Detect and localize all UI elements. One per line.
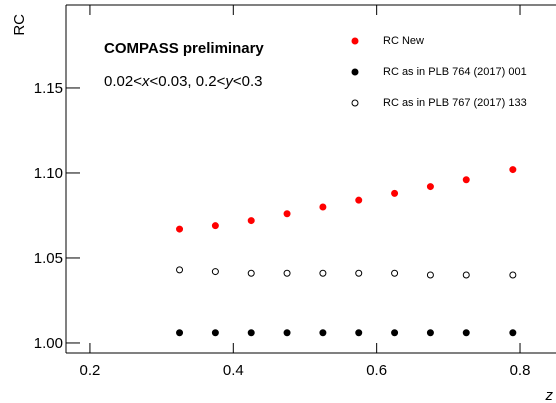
subtitle-part: <0.03, 0.2< xyxy=(149,73,225,90)
point xyxy=(509,166,517,174)
point xyxy=(247,269,255,277)
point xyxy=(283,210,291,218)
x-tick-label: 0.2 xyxy=(80,362,101,379)
x-tick-label: 0.8 xyxy=(510,362,531,379)
point xyxy=(319,203,327,211)
point xyxy=(462,176,470,184)
point xyxy=(509,271,517,279)
point xyxy=(176,225,184,233)
subtitle: 0.02<x<0.03, 0.2<y<0.3 xyxy=(104,73,263,90)
legend-label: RC New xyxy=(383,35,424,47)
x-tick-label: 0.6 xyxy=(366,362,387,379)
point xyxy=(462,329,470,337)
point xyxy=(355,269,363,277)
subtitle-part: x xyxy=(141,73,150,90)
x-axis-label: z xyxy=(545,387,554,403)
point xyxy=(283,269,291,277)
y-tick-label: 1.10 xyxy=(34,165,63,182)
point xyxy=(391,269,399,277)
point xyxy=(509,329,517,337)
point xyxy=(462,271,470,279)
point xyxy=(391,329,399,337)
point xyxy=(211,222,219,230)
point xyxy=(176,266,184,274)
subtitle-part: 0.02< xyxy=(104,73,142,90)
legend-marker xyxy=(351,99,359,107)
point xyxy=(283,329,291,337)
point xyxy=(426,329,434,337)
y-tick-label: 1.00 xyxy=(34,335,63,352)
point xyxy=(355,329,363,337)
point xyxy=(247,329,255,337)
point xyxy=(391,189,399,197)
subtitle-part: y xyxy=(224,73,234,90)
legend-label: RC as in PLB 764 (2017) 001 xyxy=(383,66,527,78)
point xyxy=(247,217,255,225)
point xyxy=(355,196,363,204)
point xyxy=(211,329,219,337)
legend-marker xyxy=(351,68,359,76)
point xyxy=(426,183,434,191)
point xyxy=(176,329,184,337)
y-tick-label: 1.15 xyxy=(34,80,63,97)
subtitle-part: <0.3 xyxy=(233,73,263,90)
x-tick-label: 0.4 xyxy=(223,362,244,379)
point xyxy=(211,268,219,276)
point xyxy=(319,329,327,337)
y-axis-label: RC xyxy=(11,14,28,36)
chart-title: COMPASS preliminary xyxy=(104,40,264,57)
legend-marker xyxy=(351,37,359,45)
legend-label: RC as in PLB 767 (2017) 133 xyxy=(383,97,527,109)
y-tick-label: 1.05 xyxy=(34,250,63,267)
point xyxy=(319,269,327,277)
point xyxy=(426,271,434,279)
